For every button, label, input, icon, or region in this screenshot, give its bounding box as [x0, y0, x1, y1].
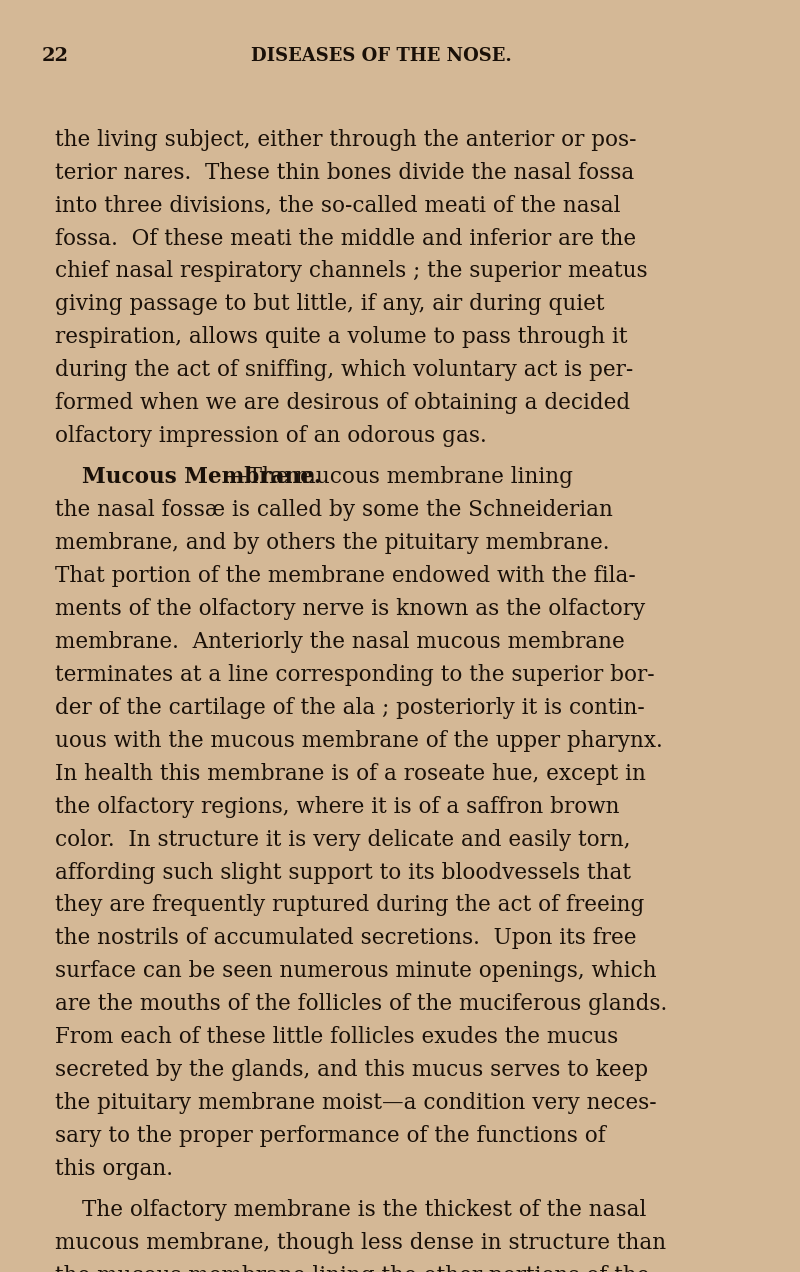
Text: this organ.: this organ.: [55, 1158, 173, 1180]
Text: DISEASES OF THE NOSE.: DISEASES OF THE NOSE.: [251, 47, 512, 65]
Text: they are frequently ruptured during the act of freeing: they are frequently ruptured during the …: [55, 894, 644, 916]
Text: uous with the mucous membrane of the upper pharynx.: uous with the mucous membrane of the upp…: [55, 730, 662, 752]
Text: mucous membrane, though less dense in structure than: mucous membrane, though less dense in st…: [55, 1233, 666, 1254]
Text: fossa.  Of these meati the middle and inferior are the: fossa. Of these meati the middle and inf…: [55, 228, 636, 249]
Text: color.  In structure it is very delicate and easily torn,: color. In structure it is very delicate …: [55, 828, 630, 851]
Text: In health this membrane is of a roseate hue, except in: In health this membrane is of a roseate …: [55, 763, 646, 785]
Text: the olfactory regions, where it is of a saffron brown: the olfactory regions, where it is of a …: [55, 796, 619, 818]
Text: secreted by the glands, and this mucus serves to keep: secreted by the glands, and this mucus s…: [55, 1060, 648, 1081]
Text: olfactory impression of an odorous gas.: olfactory impression of an odorous gas.: [55, 425, 486, 446]
Text: the nasal fossæ is called by some the Schneiderian: the nasal fossæ is called by some the Sc…: [55, 500, 613, 522]
Text: Mucous Membrane.: Mucous Membrane.: [82, 467, 321, 488]
Text: into three divisions, the so-called meati of the nasal: into three divisions, the so-called meat…: [55, 195, 621, 216]
Text: during the act of sniffing, which voluntary act is per-: during the act of sniffing, which volunt…: [55, 359, 633, 382]
Text: 22: 22: [42, 47, 69, 65]
Text: formed when we are desirous of obtaining a decided: formed when we are desirous of obtaining…: [55, 392, 630, 415]
Text: From each of these little follicles exudes the mucus: From each of these little follicles exud…: [55, 1027, 618, 1048]
Text: —The mucous membrane lining: —The mucous membrane lining: [226, 467, 573, 488]
Text: the mucous membrane lining the other portions of the: the mucous membrane lining the other por…: [55, 1266, 650, 1272]
Text: membrane.  Anteriorly the nasal mucous membrane: membrane. Anteriorly the nasal mucous me…: [55, 631, 625, 653]
Text: terior nares.  These thin bones divide the nasal fossa: terior nares. These thin bones divide th…: [55, 162, 634, 183]
Text: der of the cartilage of the ala ; posteriorly it is contin-: der of the cartilage of the ala ; poster…: [55, 697, 645, 719]
Text: giving passage to but little, if any, air during quiet: giving passage to but little, if any, ai…: [55, 294, 605, 315]
Text: the nostrils of accumulated secretions.  Upon its free: the nostrils of accumulated secretions. …: [55, 927, 637, 949]
Text: are the mouths of the follicles of the muciferous glands.: are the mouths of the follicles of the m…: [55, 993, 667, 1015]
Text: membrane, and by others the pituitary membrane.: membrane, and by others the pituitary me…: [55, 532, 610, 555]
Text: chief nasal respiratory channels ; the superior meatus: chief nasal respiratory channels ; the s…: [55, 261, 647, 282]
Text: respiration, allows quite a volume to pass through it: respiration, allows quite a volume to pa…: [55, 327, 627, 349]
Text: terminates at a line corresponding to the superior bor-: terminates at a line corresponding to th…: [55, 664, 654, 686]
Text: That portion of the membrane endowed with the fila-: That portion of the membrane endowed wit…: [55, 565, 636, 588]
Text: ments of the olfactory nerve is known as the olfactory: ments of the olfactory nerve is known as…: [55, 598, 645, 621]
Text: affording such slight support to its bloodvessels that: affording such slight support to its blo…: [55, 861, 631, 884]
Text: the pituitary membrane moist—a condition very neces-: the pituitary membrane moist—a condition…: [55, 1091, 657, 1114]
Text: the living subject, either through the anterior or pos-: the living subject, either through the a…: [55, 128, 637, 151]
Text: sary to the proper performance of the functions of: sary to the proper performance of the fu…: [55, 1124, 606, 1147]
Text: The olfactory membrane is the thickest of the nasal: The olfactory membrane is the thickest o…: [82, 1199, 646, 1221]
Text: surface can be seen numerous minute openings, which: surface can be seen numerous minute open…: [55, 960, 657, 982]
